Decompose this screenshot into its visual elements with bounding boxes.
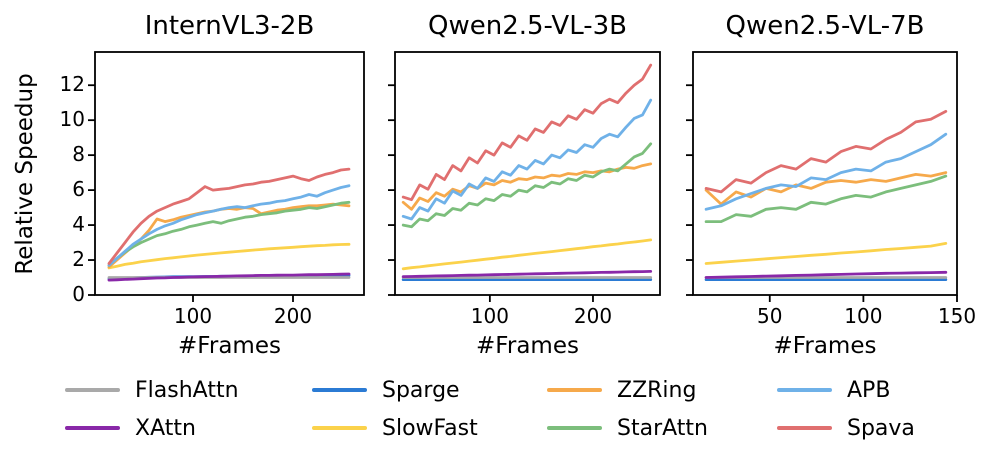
legend-line-swatch: [547, 426, 602, 430]
x-tick-label: 200: [273, 304, 313, 328]
line-zzring: [401, 162, 653, 211]
legend-label: Spava: [847, 415, 915, 441]
x-tick-label: 100: [844, 304, 883, 328]
panel-title: Qwen2.5-VL-7B: [725, 11, 925, 41]
legend-line-swatch: [777, 426, 832, 430]
legend-label: Sparge: [382, 377, 460, 403]
x-tick-label: 150: [937, 304, 977, 328]
panel-title: Qwen2.5-VL-3B: [428, 11, 627, 41]
legend-item-slowfast: SlowFast: [312, 415, 478, 441]
panel-frame: [394, 51, 661, 296]
line-zzring: [704, 171, 948, 206]
line-apb: [107, 184, 351, 267]
line-xattn: [401, 269, 653, 279]
y-tick-label: 2: [72, 247, 85, 272]
line-spava: [401, 63, 653, 202]
line-xattn: [704, 270, 948, 279]
x-tick-label: 100: [470, 304, 509, 328]
legend-line-swatch: [65, 426, 120, 430]
legend-label: StarAttn: [617, 415, 708, 441]
legend-label: XAttn: [135, 415, 196, 441]
x-tick-label: 100: [173, 304, 213, 328]
y-tick-label: 12: [59, 72, 85, 97]
legend-item-apb: APB: [777, 377, 890, 403]
legend-label: ZZRing: [617, 377, 697, 403]
y-tick-label: 10: [59, 107, 85, 132]
legend-line-swatch: [65, 388, 120, 392]
y-tick-label: 6: [72, 177, 85, 202]
x-tick-label: 200: [573, 304, 613, 328]
line-starattn: [401, 142, 653, 229]
panel-frame: [692, 51, 958, 296]
x-axis-label: #Frames: [773, 333, 877, 359]
legend-line-swatch: [312, 426, 367, 430]
legend-item-starattn: StarAttn: [547, 415, 708, 441]
line-slowfast: [704, 241, 948, 265]
x-axis-label: #Frames: [476, 333, 579, 359]
legend-item-sparge: Sparge: [312, 377, 460, 403]
line-xattn: [107, 272, 351, 282]
line-spava: [107, 167, 351, 265]
x-axis-label: #Frames: [178, 333, 281, 359]
line-starattn: [704, 174, 948, 224]
panel-title: InternVL3-2B: [144, 11, 315, 41]
x-tick-label: 50: [757, 304, 783, 328]
panel-frame: [94, 51, 365, 296]
line-apb: [704, 132, 948, 211]
legend-label: APB: [847, 377, 891, 403]
legend-item-xattn: XAttn: [65, 415, 196, 441]
legend-item-flashattn: FlashAttn: [65, 377, 239, 403]
y-tick-label: 4: [72, 212, 85, 237]
y-axis-label: Relative Speedup: [12, 73, 38, 275]
legend-line-swatch: [777, 388, 832, 392]
legend-label: FlashAttn: [135, 377, 239, 403]
line-slowfast: [107, 242, 351, 270]
line-slowfast: [401, 238, 653, 271]
legend-line-swatch: [312, 388, 367, 392]
legend-label: SlowFast: [382, 415, 478, 441]
legend-item-zzring: ZZRing: [547, 377, 696, 403]
line-apb: [401, 98, 653, 221]
legend-item-spava: Spava: [777, 415, 915, 441]
y-tick-label: 8: [72, 142, 85, 167]
legend-line-swatch: [547, 388, 602, 392]
line-spava: [704, 110, 948, 194]
line-starattn: [107, 200, 351, 267]
y-tick-label: 0: [72, 282, 85, 306]
